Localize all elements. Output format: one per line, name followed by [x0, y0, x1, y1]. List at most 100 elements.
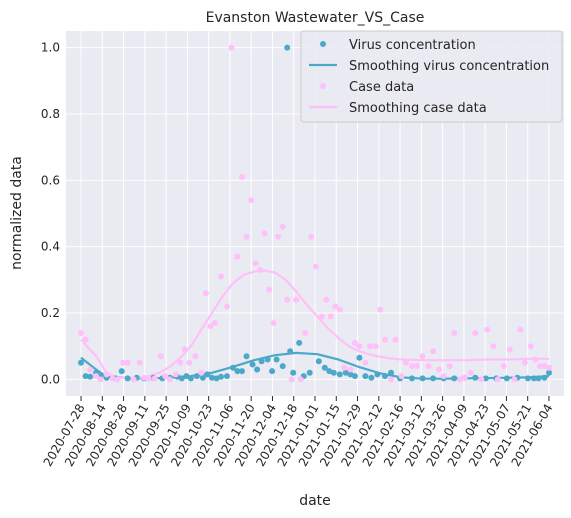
case-data-point — [114, 376, 121, 383]
case-data-point — [302, 330, 309, 336]
case-data-point — [527, 343, 534, 350]
virus-concentration-point — [524, 375, 531, 382]
case-data-point — [78, 330, 84, 336]
case-data-point — [136, 359, 143, 366]
legend-label-smoothing-virus-concentration: Smoothing virus concentration — [349, 59, 549, 74]
case-data-point — [248, 197, 255, 204]
y-tick-label: 0.0 — [41, 372, 60, 386]
case-data-point — [186, 359, 193, 366]
virus-concentration-point — [183, 373, 190, 380]
y-tick-label: 1.0 — [41, 41, 60, 55]
case-data-point — [87, 366, 94, 373]
case-data-point — [536, 363, 543, 370]
case-data-point — [145, 375, 152, 382]
case-data-point — [478, 376, 485, 383]
case-data-point — [211, 320, 218, 326]
virus-concentration-point — [258, 358, 265, 365]
case-data-point — [430, 348, 437, 355]
legend-label-case-data: Case data — [349, 80, 414, 95]
case-data-point — [517, 326, 524, 333]
virus-concentration-point — [351, 373, 358, 380]
case-data-point — [192, 353, 199, 360]
legend-swatch-virus-concentration — [320, 41, 326, 47]
case-data-point — [436, 366, 443, 373]
case-data-point — [382, 336, 388, 343]
y-axis-ticks: 0.0 0.2 0.4 0.6 0.8 1.0 — [41, 41, 60, 387]
case-data-point — [409, 363, 415, 370]
case-data-point — [366, 343, 373, 350]
virus-concentration-point — [264, 356, 271, 363]
virus-concentration-point — [249, 361, 256, 368]
case-data-point — [484, 326, 491, 333]
virus-concentration-point — [269, 368, 276, 375]
virus-concentration-point — [374, 371, 381, 378]
case-data-point — [82, 336, 89, 343]
case-data-point — [451, 330, 458, 336]
case-data-point — [332, 303, 339, 310]
case-data-point — [261, 230, 268, 237]
virus-concentration-point — [208, 374, 215, 381]
virus-concentration-point — [230, 364, 236, 371]
case-data-point — [151, 375, 158, 382]
case-data-point — [218, 273, 224, 280]
case-data-point — [297, 376, 304, 383]
virus-concentration-point — [254, 366, 261, 373]
case-data-point — [224, 303, 230, 310]
case-data-point — [372, 343, 379, 350]
y-tick-label: 0.6 — [41, 173, 60, 187]
case-data-point — [392, 336, 399, 343]
virus-concentration-point — [388, 369, 394, 376]
legend-box — [300, 30, 563, 123]
virus-concentration-point — [362, 373, 369, 380]
case-data-point — [141, 374, 148, 381]
y-tick-label: 0.4 — [41, 240, 60, 254]
virus-concentration-point — [482, 375, 489, 382]
case-data-point — [172, 371, 179, 378]
case-data-point — [288, 376, 295, 383]
case-data-point — [318, 313, 325, 320]
case-data-point — [347, 366, 354, 373]
case-data-point — [327, 313, 334, 320]
virus-concentration-point — [243, 353, 250, 360]
case-data-point — [312, 263, 319, 270]
case-data-point — [109, 375, 116, 382]
case-data-point — [166, 376, 173, 383]
case-data-point — [494, 376, 501, 383]
case-data-point — [398, 373, 405, 380]
case-data-point — [403, 359, 409, 366]
virus-concentration-point — [409, 375, 415, 382]
virus-concentration-point — [368, 374, 375, 381]
case-data-point — [270, 320, 277, 326]
virus-concentration-point — [193, 373, 200, 380]
case-data-point — [467, 369, 474, 376]
virus-concentration-point — [530, 375, 537, 382]
case-data-point — [541, 363, 548, 370]
virus-concentration-point — [218, 373, 224, 380]
virus-concentration-point — [224, 373, 230, 380]
case-data-point — [243, 233, 250, 240]
virus-concentration-point — [287, 348, 294, 355]
case-data-point — [202, 290, 209, 297]
case-data-point — [341, 364, 348, 371]
virus-concentration-point — [541, 374, 548, 381]
case-data-point — [461, 374, 468, 381]
legend: Virus concentration Smoothing virus conce… — [300, 30, 563, 123]
virus-concentration-point — [187, 375, 194, 382]
case-data-point — [351, 339, 358, 346]
virus-concentration-point — [419, 375, 426, 382]
case-data-point — [279, 223, 286, 230]
virus-concentration-point — [284, 44, 291, 51]
case-data-point — [377, 306, 384, 313]
case-data-point — [490, 343, 497, 350]
case-data-point — [275, 233, 282, 240]
virus-concentration-point — [273, 356, 280, 363]
case-data-point — [97, 376, 104, 383]
case-data-point — [293, 296, 300, 303]
virus-concentration-point — [204, 371, 211, 378]
virus-concentration-point — [326, 368, 333, 375]
case-data-point — [157, 353, 164, 360]
case-data-point — [252, 260, 259, 267]
virus-concentration-point — [239, 368, 245, 375]
case-data-point — [511, 376, 518, 383]
virus-concentration-point — [279, 363, 286, 370]
